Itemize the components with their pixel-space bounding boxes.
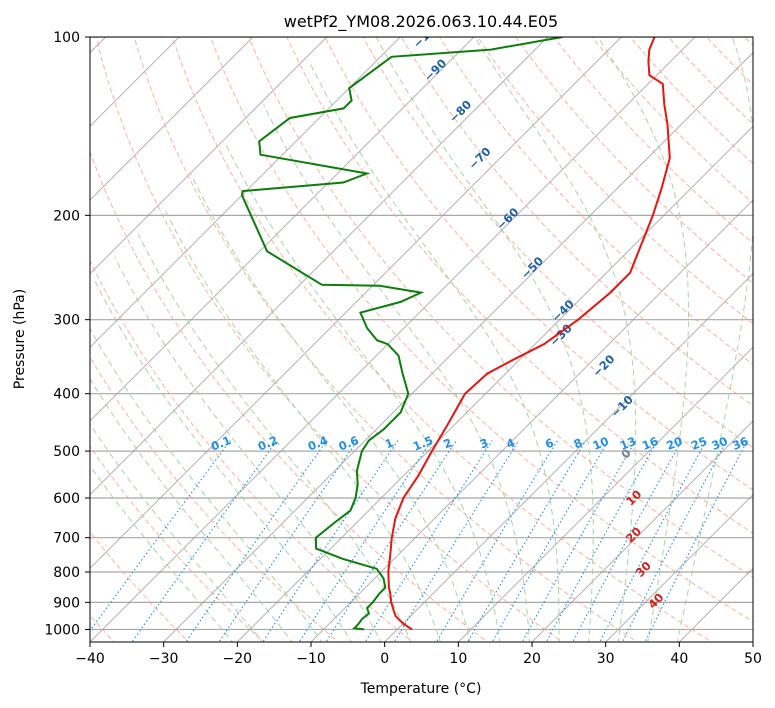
isotherm--50 <box>90 37 622 569</box>
isotherm--70 <box>90 37 475 422</box>
dry-adiabat-0 <box>90 259 414 642</box>
y-tick-label-1: 200 <box>53 208 80 224</box>
y-tick-label-5: 600 <box>53 491 80 507</box>
dry-adiabat-50 <box>210 37 753 623</box>
mixing-ratio-line-14 <box>572 440 683 642</box>
temperature-line <box>387 37 671 631</box>
dry-adiabat-90 <box>362 37 753 449</box>
isotherm--100 <box>90 37 254 201</box>
x-axis-label: Temperature (°C) <box>360 681 482 697</box>
dry-adiabat-110 <box>438 37 753 366</box>
moist-adiabat-24 <box>308 61 560 642</box>
moist-adiabat--16 <box>90 423 264 642</box>
moist-adiabat-4 <box>137 233 412 642</box>
x-axis-ticks: −40 −30 −20 −10 0 10 20 30 40 50 <box>75 642 762 667</box>
mixing-ratio-label-16: 30 <box>709 434 729 453</box>
isotherm--90 <box>90 37 328 275</box>
y-tick-label-8: 900 <box>53 595 80 611</box>
dry-adiabat-40 <box>171 37 713 642</box>
y-tick-label-9: 1000 <box>44 622 80 638</box>
mixing-ratio-line-12 <box>521 440 637 642</box>
moist-adiabat-40 <box>676 37 753 642</box>
mixing-ratio-line-13 <box>545 440 659 642</box>
y-tick-label-4: 500 <box>53 444 80 460</box>
x-tick-label-4: 0 <box>380 651 389 667</box>
mixing-ratio-line-6 <box>325 440 457 642</box>
mixing-ratio-lines <box>90 440 748 642</box>
moist-adiabat--8 <box>90 327 323 642</box>
x-tick-label-3: −10 <box>296 651 326 667</box>
mixing-ratio-line-11 <box>491 440 609 642</box>
dry-adiabat--20 <box>90 445 265 642</box>
mixing-ratio-line-7 <box>364 440 493 642</box>
x-tick-label-1: −30 <box>149 651 179 667</box>
dry-adiabat-80 <box>324 37 753 491</box>
mixing-ratio-line-5 <box>298 440 432 642</box>
plot-frame <box>89 36 754 643</box>
isotherm-30 <box>604 493 753 642</box>
mixing-ratio-label-17: 36 <box>730 434 750 453</box>
y-tick-label-7: 800 <box>53 565 80 581</box>
isobar-lines <box>90 37 753 631</box>
isotherm--60 <box>90 37 549 496</box>
mixing-ratio-line-4 <box>262 440 399 642</box>
mixing-ratio-line-15 <box>599 440 707 642</box>
moist-adiabat-16 <box>223 141 501 642</box>
y-axis-label: Pressure (hPa) <box>12 289 28 389</box>
x-tick-label-2: −20 <box>223 651 253 667</box>
mixing-ratio-label-14: 20 <box>664 434 684 453</box>
x-tick-label-0: −40 <box>75 651 105 667</box>
isotherm-10 <box>457 346 753 642</box>
moist-adiabat--4 <box>92 277 352 642</box>
dry-adiabat-30 <box>133 37 638 642</box>
mixing-ratio-line-16 <box>621 440 728 642</box>
x-tick-label-6: 20 <box>523 651 541 667</box>
x-tick-label-9: 50 <box>744 651 762 667</box>
mixing-ratio-line-2 <box>185 440 328 642</box>
mixing-ratio-line-9 <box>435 440 558 642</box>
isotherm-0 <box>383 273 753 642</box>
dewpoint-line <box>240 37 563 631</box>
moist-adiabat-lines <box>90 37 753 642</box>
dry-adiabat--10 <box>90 356 339 642</box>
chart-title: wetPf2_YM08.2026.063.10.44.E05 <box>284 12 558 32</box>
mixing-ratio-label-13: 16 <box>640 434 660 453</box>
moist-adiabat-12 <box>190 173 471 642</box>
y-axis-ticks: 100 200 300 400 500 600 700 800 900 1000 <box>44 30 90 638</box>
y-tick-label-6: 700 <box>53 531 80 547</box>
x-tick-label-5: 10 <box>449 651 467 667</box>
dry-adiabat-10 <box>90 150 489 642</box>
moist-adiabat-36 <box>597 37 689 642</box>
isotherm-lines <box>90 37 753 642</box>
moist-adiabat-8 <box>163 208 441 642</box>
moist-adiabat--20 <box>90 464 234 642</box>
y-tick-label-2: 300 <box>53 313 80 329</box>
x-tick-label-8: 40 <box>670 651 688 667</box>
dry-adiabat-lines <box>90 37 753 642</box>
mixing-ratio-line-1 <box>131 440 278 642</box>
moist-adiabat-28 <box>375 37 594 642</box>
isotherm--20 <box>236 125 753 642</box>
moist-adiabat-32 <box>474 37 637 642</box>
isotherm--80 <box>90 37 401 348</box>
dry-adiabat--30 <box>90 531 190 642</box>
mixing-ratio-label-11: 10 <box>591 434 611 453</box>
isotherm-20 <box>531 420 753 642</box>
isotherm--10 <box>310 199 753 642</box>
moist-adiabat-0 <box>114 256 382 642</box>
mixing-ratio-label-12: 13 <box>618 434 638 453</box>
moist-adiabat-20 <box>263 104 530 642</box>
moist-adiabat--12 <box>90 377 293 642</box>
x-tick-label-7: 30 <box>597 651 615 667</box>
isotherm--40 <box>90 37 696 642</box>
dry-adiabat-20 <box>95 37 564 642</box>
mixing-ratio-line-10 <box>466 440 587 642</box>
mixing-ratio-label-15: 25 <box>689 434 709 453</box>
dry-adiabat-120 <box>477 37 753 325</box>
y-tick-label-0: 100 <box>53 30 80 46</box>
isotherm--30 <box>162 52 753 642</box>
y-tick-label-3: 400 <box>53 387 80 403</box>
mixing-ratio-line-8 <box>393 440 520 642</box>
